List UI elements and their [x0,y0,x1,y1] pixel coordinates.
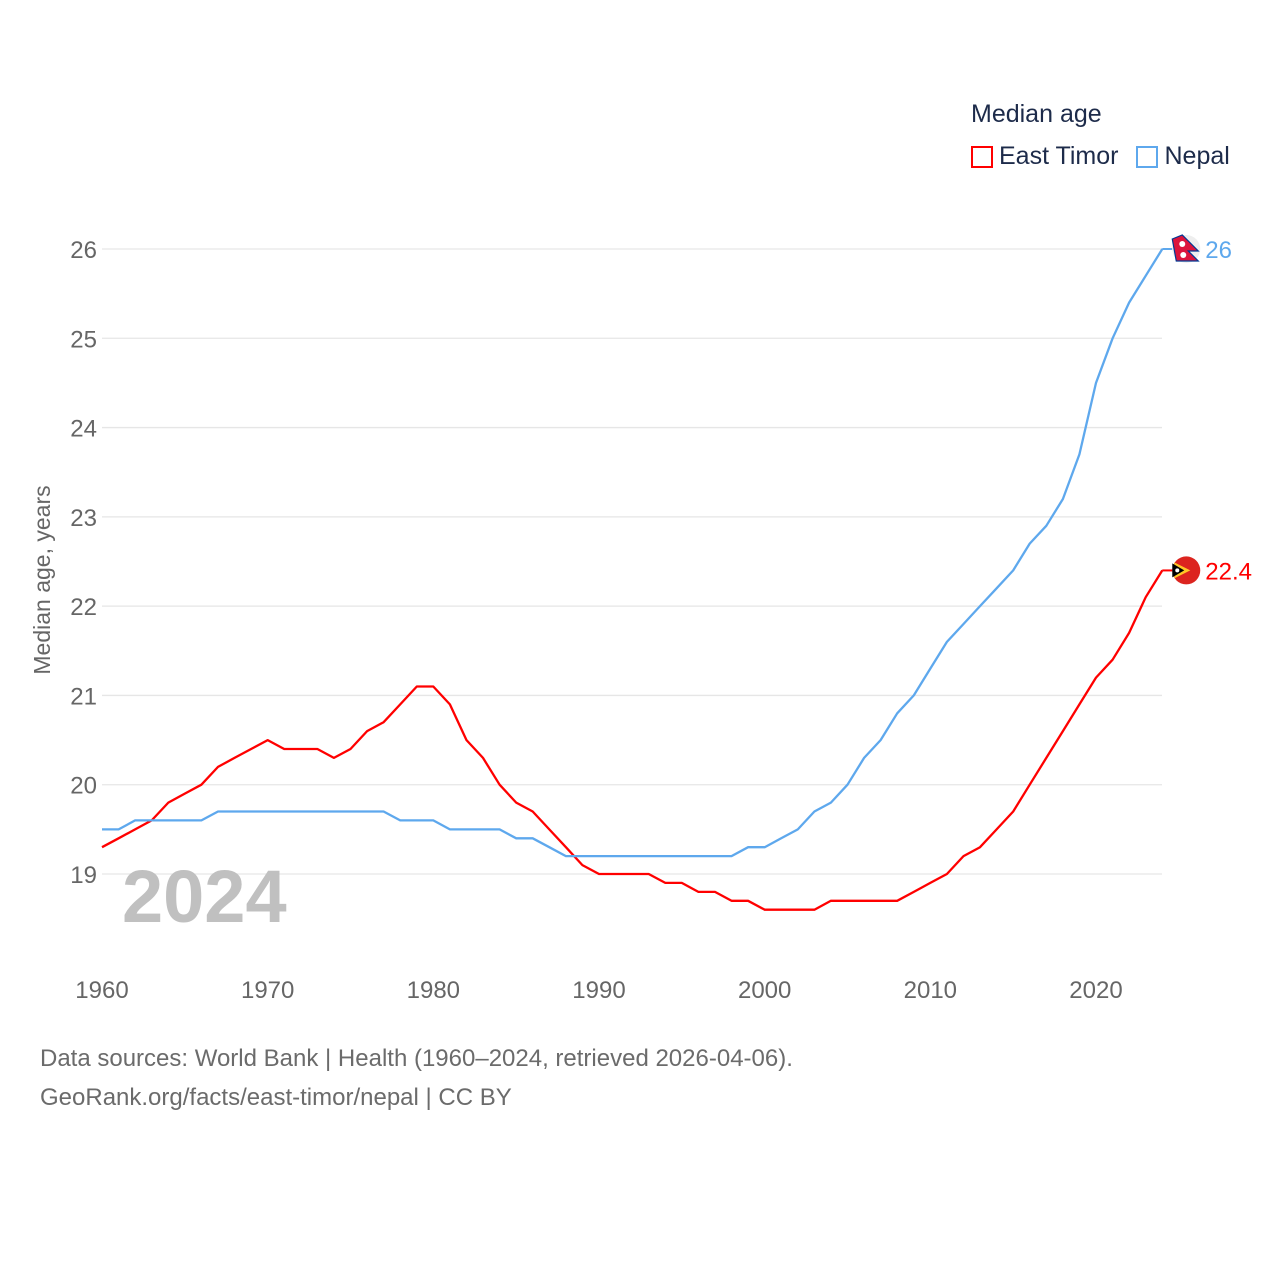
x-tick-label: 2000 [738,977,791,1004]
x-tick-label: 1960 [75,977,128,1004]
end-value-label: 26 [1205,237,1232,264]
y-tick-label: 19 [70,862,97,889]
y-tick-label: 26 [70,237,97,264]
series-line-east-timor[interactable] [101,569,1164,911]
series-line-nepal[interactable] [102,248,1164,858]
legend-swatch-nepal [1136,145,1159,168]
year-watermark: 2024 [122,855,287,938]
x-tick-label: 2010 [904,977,957,1004]
footer-attribution[interactable]: GeoRank.org/facts/east-timor/nepal | CC … [40,1084,512,1111]
nepal-flag-icon [1171,234,1201,263]
x-tick-label: 1990 [572,977,625,1004]
legend: East Timor Nepal [971,142,1230,171]
x-tick-label: 1980 [407,977,460,1004]
legend-item-east-timor[interactable]: East Timor [971,142,1118,171]
x-tick-label: 1970 [241,977,294,1004]
y-tick-label: 22 [70,594,97,621]
end-value-label: 22.4 [1205,558,1252,585]
legend-swatch-east-timor [971,145,993,168]
legend-label: East Timor [999,142,1119,170]
east-timor-flag-icon [1172,556,1201,585]
legend-title: Median age [971,100,1102,128]
x-tick-label: 2020 [1069,977,1122,1004]
y-tick-label: 21 [70,683,97,710]
legend-item-nepal[interactable]: Nepal [1136,142,1230,171]
y-axis-label: Median age, years [29,485,55,674]
footer-sources: Data sources: World Bank | Health (1960–… [40,1045,793,1072]
y-tick-label: 23 [70,505,97,532]
legend-label: Nepal [1164,142,1230,170]
y-tick-label: 24 [70,416,97,443]
y-tick-label: 25 [70,326,97,353]
y-tick-label: 20 [70,773,97,800]
